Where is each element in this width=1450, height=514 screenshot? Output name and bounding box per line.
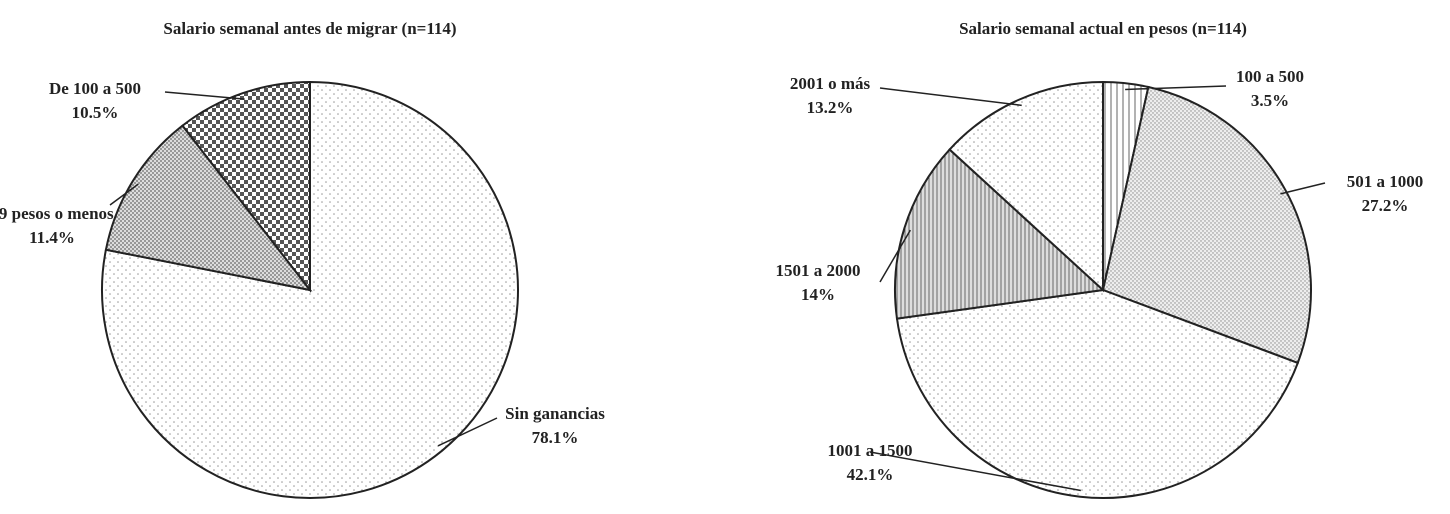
- leader-line: [1280, 182, 1326, 195]
- slice-value-label: 3.5%: [1251, 91, 1289, 110]
- chart-title: Salario semanal antes de migrar (n=114): [163, 19, 456, 38]
- slice-value-label: 27.2%: [1362, 196, 1409, 215]
- slice-label: De 100 a 500: [49, 79, 141, 98]
- pie-slice: [948, 80, 1104, 293]
- leader-line: [869, 451, 1081, 492]
- pie-slice: [894, 148, 1106, 320]
- pie-slice: [104, 124, 313, 292]
- leader-line: [1125, 85, 1227, 91]
- chart-title: Salario semanal actual en pesos (n=114): [959, 19, 1247, 38]
- slice-label: 2001 o más: [790, 74, 871, 93]
- slice-label: 99 pesos o menos: [0, 204, 114, 223]
- pie-slice: [181, 80, 311, 293]
- slice-value-label: 10.5%: [72, 103, 119, 122]
- pie-slice: [895, 288, 1300, 499]
- slice-value-label: 42.1%: [847, 465, 894, 484]
- slice-label: 1001 a 1500: [828, 441, 913, 460]
- slice-label: Sin ganancias: [505, 404, 605, 423]
- slice-value-label: 78.1%: [532, 428, 579, 447]
- pie-slice: [1101, 85, 1312, 365]
- leader-line: [879, 229, 911, 283]
- slice-label: 501 a 1000: [1347, 172, 1424, 191]
- slice-value-label: 14%: [801, 285, 835, 304]
- leader-line: [164, 91, 245, 100]
- leader-line: [437, 417, 498, 447]
- leader-line: [109, 183, 139, 206]
- slice-label: 1501 a 2000: [776, 261, 861, 280]
- slice-label: 100 a 500: [1236, 67, 1304, 86]
- slice-value-label: 11.4%: [29, 228, 75, 247]
- leader-line: [879, 87, 1022, 107]
- slice-value-label: 13.2%: [807, 98, 854, 117]
